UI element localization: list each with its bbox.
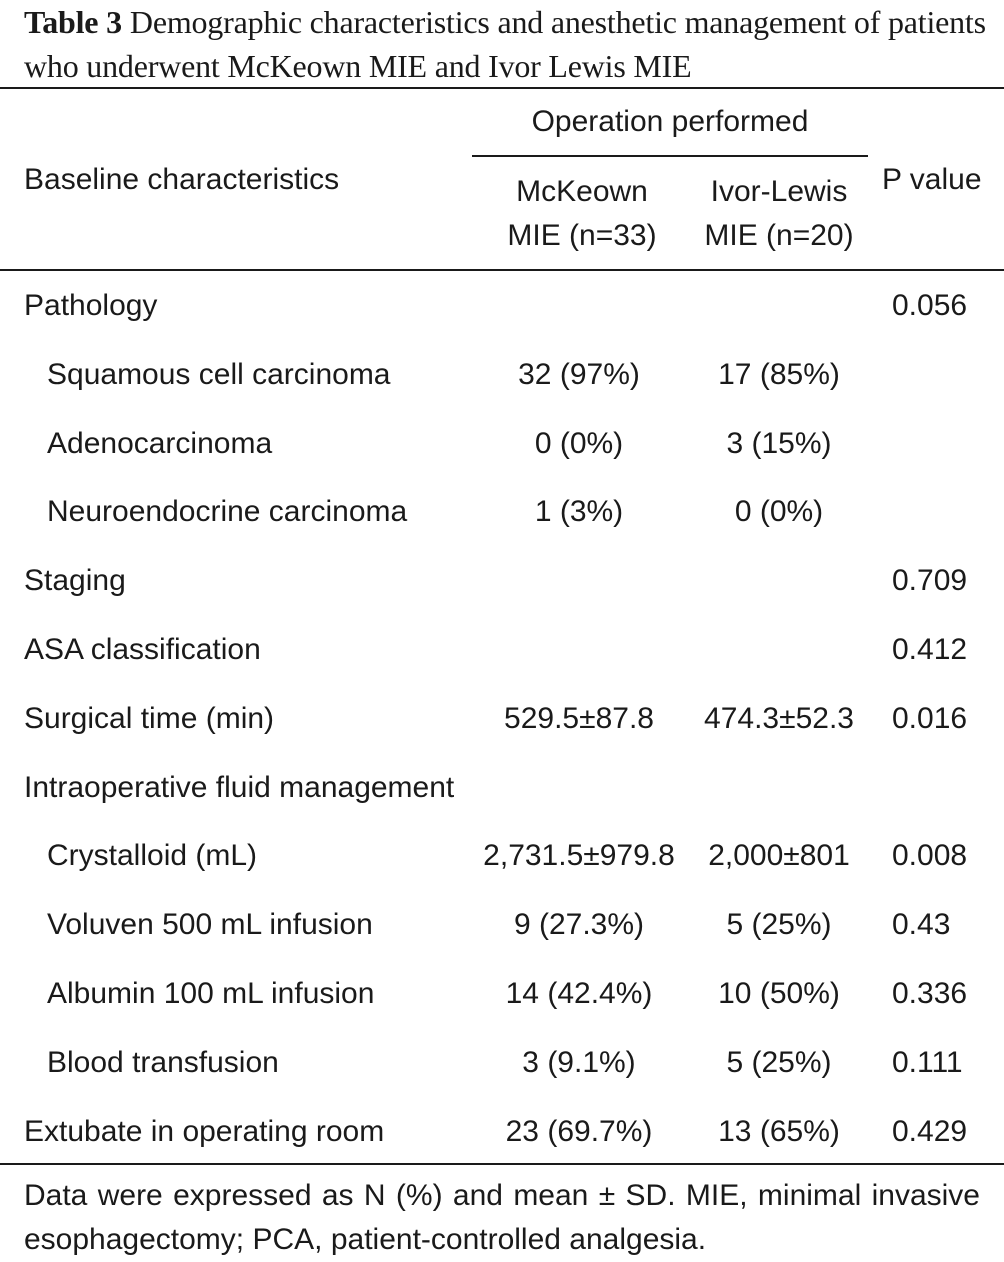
p-value: 0.016 xyxy=(892,702,968,735)
ivor-lewis-column-header: Ivor-Lewis MIE (n=20) xyxy=(704,175,854,252)
ivor-lewis-value: 10 (50%) xyxy=(718,977,840,1010)
ivor-lewis-value: 474.3±52.3 xyxy=(704,702,854,735)
table-title: Demographic characteristics and anesthet… xyxy=(24,4,986,84)
mckeown-value: 32 (97%) xyxy=(518,358,640,391)
row-label: Neuroendocrine carcinoma xyxy=(47,495,408,528)
header-bottom-rule xyxy=(0,269,1004,271)
mckeown-value: 2,731.5±979.8 xyxy=(483,839,675,872)
p-value: 0.412 xyxy=(892,633,968,666)
operation-group-rule xyxy=(472,155,868,157)
ivor-lewis-value: 17 (85%) xyxy=(718,358,840,391)
p-value: 0.336 xyxy=(892,977,968,1010)
p-value: 0.43 xyxy=(892,908,951,941)
table-top-rule xyxy=(0,87,1004,89)
ivor-lewis-value: 2,000±801 xyxy=(708,839,850,872)
mckeown-value: 529.5±87.8 xyxy=(504,702,654,735)
ivor-lewis-value: 3 (15%) xyxy=(726,427,832,460)
p-value-header: P value xyxy=(882,163,982,196)
p-value: 0.429 xyxy=(892,1115,968,1148)
row-label: Intraoperative fluid management xyxy=(24,771,455,804)
ivor-lewis-value: 13 (65%) xyxy=(718,1115,840,1148)
row-label: Surgical time (min) xyxy=(24,702,275,735)
mckeown-value: 14 (42.4%) xyxy=(505,977,653,1010)
row-label: Crystalloid (mL) xyxy=(47,839,258,872)
operation-performed-header: Operation performed xyxy=(531,105,809,138)
p-value: 0.056 xyxy=(892,289,968,322)
p-value: 0.709 xyxy=(892,564,968,597)
mckeown-value: 9 (27.3%) xyxy=(513,908,645,941)
row-label: Voluven 500 mL infusion xyxy=(47,908,373,941)
row-label: Squamous cell carcinoma xyxy=(47,358,391,391)
ivor-lewis-value: 0 (0%) xyxy=(734,495,824,528)
table-bottom-rule xyxy=(0,1163,1004,1165)
row-label: ASA classification xyxy=(24,633,261,666)
row-label: Blood transfusion xyxy=(47,1046,279,1079)
ivor-lewis-value: 5 (25%) xyxy=(726,908,832,941)
mckeown-value: 23 (69.7%) xyxy=(505,1115,653,1148)
mckeown-value: 1 (3%) xyxy=(534,495,624,528)
baseline-characteristics-header: Baseline characteristics xyxy=(24,163,340,196)
mckeown-column-header: McKeown MIE (n=33) xyxy=(507,175,657,252)
row-label: Pathology xyxy=(24,289,158,322)
table-number: Table 3 xyxy=(24,4,122,40)
p-value: 0.008 xyxy=(892,839,968,872)
row-label: Adenocarcinoma xyxy=(47,427,273,460)
table-footnote: Data were expressed as N (%) and mean ± … xyxy=(24,1179,980,1256)
mckeown-value: 0 (0%) xyxy=(534,427,624,460)
ivor-lewis-value: 5 (25%) xyxy=(726,1046,832,1079)
row-label: Staging xyxy=(24,564,126,597)
table-caption: Table 3 Demographic characteristics and a… xyxy=(24,0,1004,88)
row-label: Albumin 100 mL infusion xyxy=(47,977,375,1010)
p-value: 0.111 xyxy=(892,1046,963,1079)
mckeown-value: 3 (9.1%) xyxy=(522,1046,636,1079)
row-label: Extubate in operating room xyxy=(24,1115,385,1148)
